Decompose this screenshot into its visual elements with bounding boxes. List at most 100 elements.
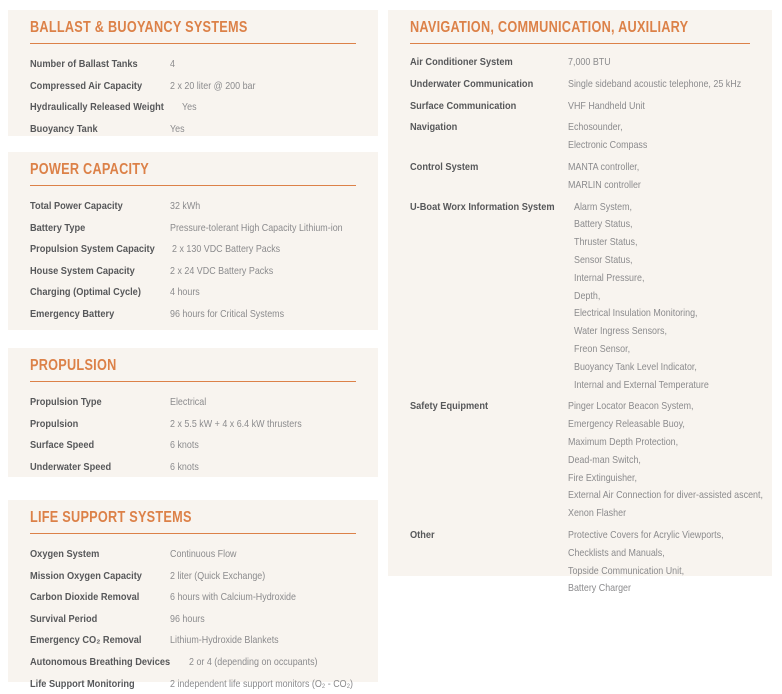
spec-label-text: Emergency CO₂ Removal: [30, 634, 142, 647]
spec-value-text: Single sideband acoustic telephone, 25 k…: [568, 77, 742, 90]
spec-value-text: 7,000 BTU: [568, 56, 611, 68]
spec-value-text: Checklists and Manuals,: [568, 546, 665, 559]
spec-value-text: Electrical: [170, 396, 207, 408]
spec-label-text: Control System: [410, 160, 479, 173]
spec-label: Total Power Capacity: [30, 195, 170, 217]
spec-value-text: Battery Status,: [574, 218, 633, 231]
section-header: PROPULSION: [30, 357, 356, 382]
spec-value-text: Lithium-Hydroxide Blankets: [170, 634, 279, 647]
spec-value-line: Lithium-Hydroxide Blankets: [170, 629, 356, 651]
spec-row: Surface Communication VHF Handheld Unit: [410, 97, 750, 115]
spec-table: Total Power Capacity 32 kWh Battery Type Pr…: [30, 195, 356, 325]
spec-value-line: Sensor Status,: [574, 251, 750, 269]
spec-value-line: External Air Connection for diver-assist…: [568, 486, 763, 504]
spec-value: 4 hours: [170, 281, 356, 303]
spec-value-line: Thruster Status,: [574, 233, 750, 251]
section-title: NAVIGATION, COMMUNICATION, AUXILIARY: [410, 19, 689, 36]
spec-value-line: Pinger Locator Beacon System,: [568, 397, 750, 415]
spec-label: U-Boat Worx Information System: [410, 198, 574, 216]
spec-value-text: Yes: [182, 101, 197, 114]
spec-value-line: 2 or 4 (depending on occupants): [189, 651, 356, 673]
spec-label: Life Support Monitoring: [30, 673, 170, 694]
spec-label-text: Oxygen System: [30, 548, 100, 560]
spec-value-line: Topside Communication Unit,: [568, 562, 750, 580]
spec-row: U-Boat Worx Information System Alarm Syst…: [410, 198, 750, 394]
spec-value-line: Emergency Releasable Buoy,: [568, 415, 750, 433]
spec-row: Number of Ballast Tanks 4: [30, 53, 356, 75]
spec-label: Propulsion: [30, 413, 170, 435]
spec-value-text: Buoyancy Tank Level Indicator,: [574, 360, 698, 373]
spec-value-line: 6 knots: [170, 434, 356, 456]
spec-row: Charging (Optimal Cycle) 4 hours: [30, 281, 356, 303]
spec-value: 2 liter (Quick Exchange): [170, 565, 356, 587]
spec-label: Navigation: [410, 118, 568, 136]
spec-value-line: Water Ingress Sensors,: [574, 322, 750, 340]
spec-value-line: Yes: [182, 96, 356, 118]
spec-label: Hydraulically Released Weight: [30, 96, 182, 118]
spec-label-text: Life Support Monitoring: [30, 677, 135, 690]
spec-row: Emergency CO₂ Removal Lithium-Hydroxide B…: [30, 629, 356, 651]
spec-row: Total Power Capacity 32 kWh: [30, 195, 356, 217]
spec-label: Safety Equipment: [410, 397, 568, 415]
section-header: NAVIGATION, COMMUNICATION, AUXILIARY: [410, 19, 750, 44]
spec-value-text: 4 hours: [170, 286, 200, 299]
spec-value: MANTA controller, MARLIN controller: [568, 158, 750, 194]
spec-value: 7,000 BTU: [568, 53, 750, 71]
spec-value-text: Fire Extinguisher,: [568, 471, 637, 484]
spec-table: Propulsion Type Electrical Propulsion 2 x 5…: [30, 391, 356, 477]
spec-value-text: 2 x 130 VDC Battery Packs: [171, 243, 280, 256]
spec-row: Underwater Speed 6 knots: [30, 456, 356, 478]
spec-label-text: Autonomous Breathing Devices: [30, 655, 171, 668]
spec-value-text: Maximum Depth Protection,: [568, 435, 679, 448]
spec-value: 2 or 4 (depending on occupants): [189, 651, 356, 673]
spec-value-text: Water Ingress Sensors,: [574, 325, 668, 338]
spec-row: Safety Equipment Pinger Locator Beacon Sy…: [410, 397, 763, 522]
spec-value-line: VHF Handheld Unit: [568, 97, 750, 115]
spec-value-text: 96 hours: [170, 612, 205, 625]
spec-label: Number of Ballast Tanks: [30, 53, 170, 75]
spec-row: Life Support Monitoring 2 independent lif…: [30, 673, 356, 694]
spec-value: 32 kWh: [170, 195, 356, 217]
spec-value-line: Depth,: [574, 287, 750, 305]
spec-label-text: Battery Type: [30, 221, 86, 234]
spec-value-text: Internal Pressure,: [574, 271, 645, 284]
spec-value-line: 6 knots: [170, 456, 356, 478]
spec-value-text: Echosounder,: [568, 121, 623, 134]
spec-row: Control System MANTA controller, MARLIN co…: [410, 158, 750, 194]
spec-value-text: 6 knots: [170, 460, 199, 473]
spec-value: 6 knots: [170, 434, 356, 456]
spec-label-text: Propulsion: [30, 417, 79, 430]
spec-value: 96 hours for Critical Systems: [170, 303, 356, 325]
spec-label-text: Mission Oxygen Capacity: [30, 569, 142, 582]
spec-row: Hydraulically Released Weight Yes: [30, 96, 356, 118]
spec-value: 2 x 5.5 kW + 4 x 6.4 kW thrusters: [170, 413, 356, 435]
spec-value-text: External Air Connection for diver-assist…: [568, 489, 763, 502]
section-header: POWER CAPACITY: [30, 161, 356, 186]
spec-label-text: Other: [410, 528, 435, 541]
spec-label-text: Buoyancy Tank: [30, 122, 98, 135]
spec-value: 2 x 20 liter @ 200 bar: [170, 75, 356, 97]
section-header: LIFE SUPPORT SYSTEMS: [30, 509, 356, 534]
spec-value-text: Pressure-tolerant High Capacity Lithium-…: [170, 221, 343, 234]
spec-value-text: 2 x 24 VDC Battery Packs: [170, 264, 274, 277]
spec-value-text: 2 x 5.5 kW + 4 x 6.4 kW thrusters: [170, 417, 302, 430]
spec-value-line: 32 kWh: [170, 195, 356, 217]
spec-label-text: Propulsion System Capacity: [30, 243, 155, 256]
spec-value: Continuous Flow: [170, 543, 356, 565]
spec-value: Yes: [182, 96, 356, 118]
spec-value-line: 2 x 5.5 kW + 4 x 6.4 kW thrusters: [170, 413, 356, 435]
spec-table: Air Conditioner System 7,000 BTU Underwate…: [410, 53, 763, 597]
spec-value-line: 4 hours: [170, 281, 356, 303]
spec-value-line: MANTA controller,: [568, 158, 750, 176]
spec-value-line: Electrical Insulation Monitoring,: [574, 304, 750, 322]
spec-value: Lithium-Hydroxide Blankets: [170, 629, 356, 651]
spec-value-text: Electronic Compass: [568, 139, 648, 152]
spec-value-line: 2 x 130 VDC Battery Packs: [172, 238, 356, 260]
spec-label-text: Surface Communication: [410, 99, 517, 112]
spec-label: Air Conditioner System: [410, 53, 568, 71]
spec-value-line: Battery Charger: [568, 579, 750, 597]
spec-row: House System Capacity 2 x 24 VDC Battery …: [30, 260, 356, 282]
section-header: BALLAST & BUOYANCY SYSTEMS: [30, 19, 356, 44]
spec-label: Charging (Optimal Cycle): [30, 281, 170, 303]
spec-row: Compressed Air Capacity 2 x 20 liter @ 20…: [30, 75, 356, 97]
